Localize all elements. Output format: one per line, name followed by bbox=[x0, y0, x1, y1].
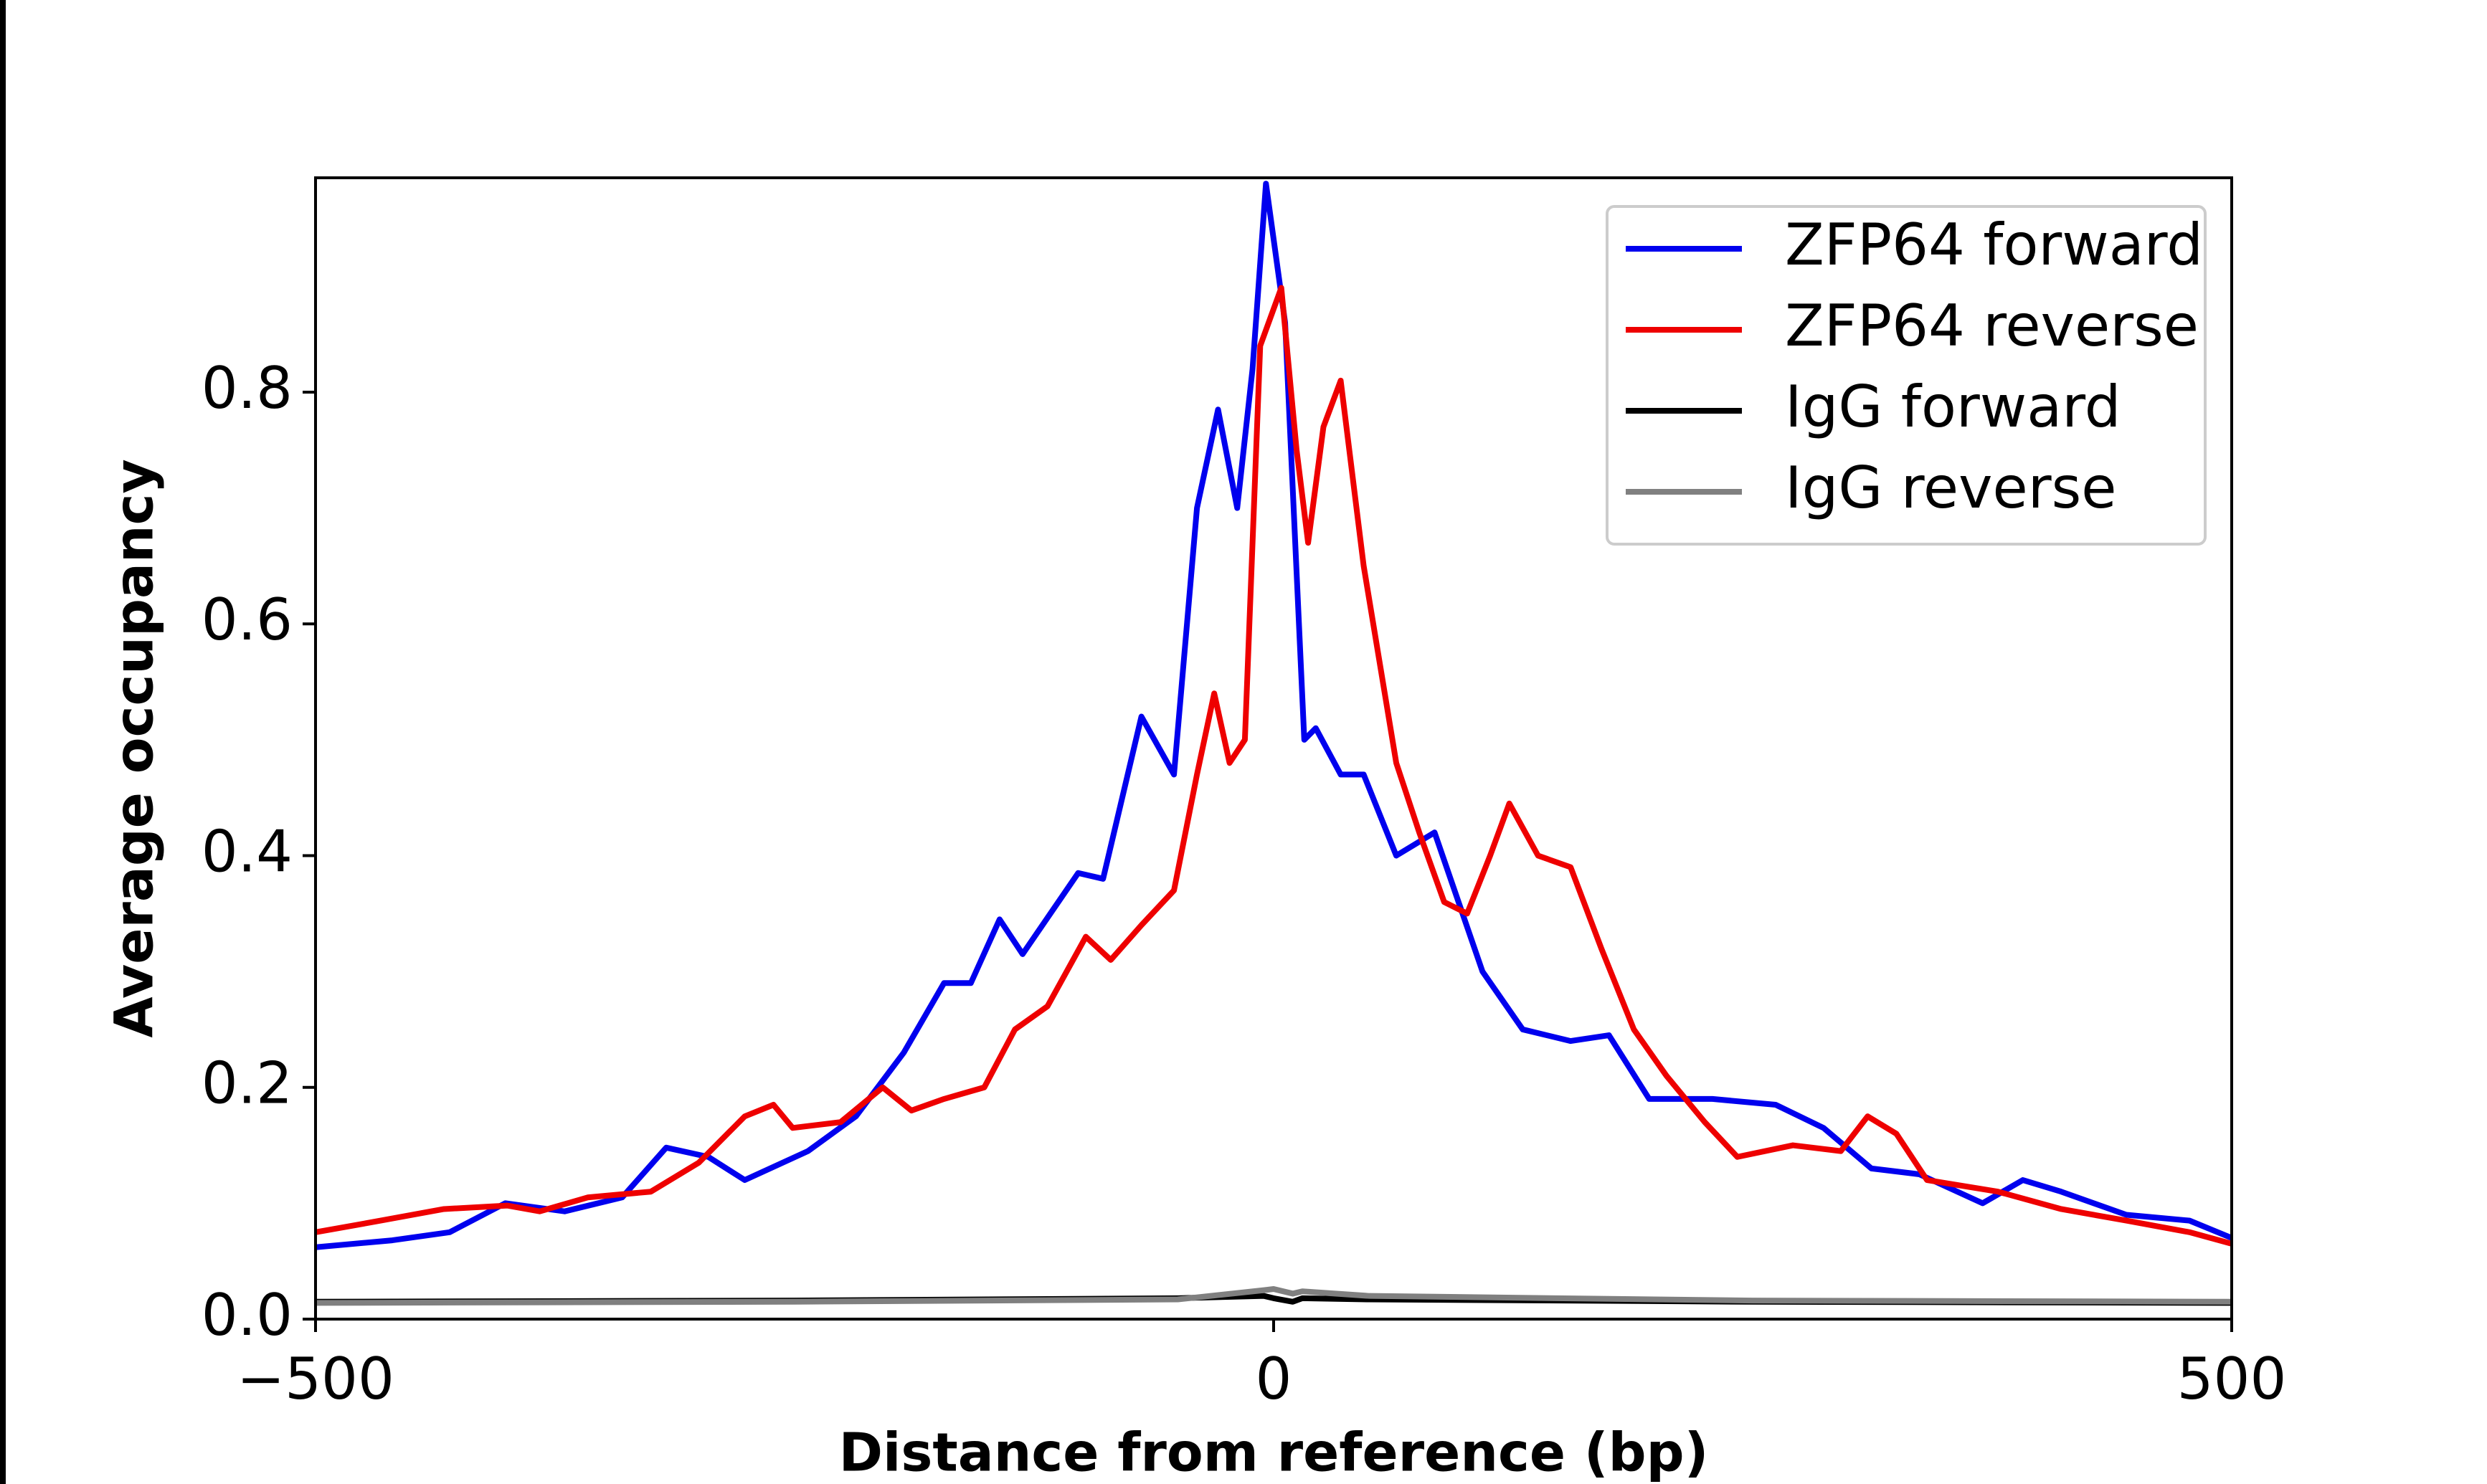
y-axis-title: Average occupancy bbox=[104, 459, 166, 1037]
left-border bbox=[0, 0, 6, 1484]
legend-label: ZFP64 reverse bbox=[1785, 292, 2199, 359]
x-tick-label: 0 bbox=[1256, 1346, 1292, 1412]
series-line bbox=[316, 285, 2232, 1247]
legend-box bbox=[1606, 205, 2207, 546]
legend-label: IgG reverse bbox=[1785, 455, 2117, 521]
y-tick-label: 0.2 bbox=[202, 1050, 293, 1117]
legend-label: ZFP64 forward bbox=[1785, 211, 2203, 278]
x-tick-label: 500 bbox=[2177, 1346, 2287, 1412]
series-line bbox=[316, 181, 2232, 1250]
x-axis-title: Distance from reference (bp) bbox=[839, 1422, 1709, 1484]
y-tick-label: 0.8 bbox=[202, 355, 293, 422]
y-tick-label: 0.6 bbox=[202, 586, 293, 653]
legend-label: IgG forward bbox=[1785, 374, 2121, 440]
x-tick-label: −500 bbox=[237, 1346, 394, 1412]
y-tick-label: 0.0 bbox=[202, 1282, 293, 1349]
series-line bbox=[316, 1285, 2232, 1306]
y-tick-label: 0.4 bbox=[202, 818, 293, 885]
